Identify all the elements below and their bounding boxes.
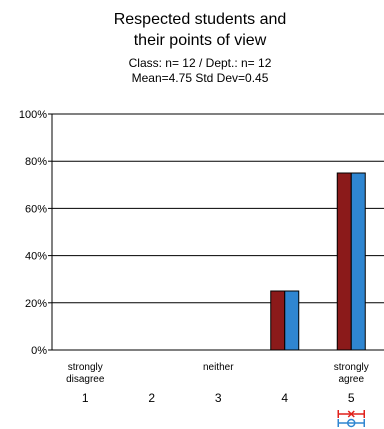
mean-marker — [337, 410, 365, 428]
y-tick-label: 80% — [25, 156, 47, 168]
y-tick-label: 100% — [19, 109, 47, 121]
x-category-text-line: agree — [338, 374, 364, 385]
bar-series1-cat4 — [270, 290, 286, 351]
y-tick-label: 40% — [25, 251, 47, 263]
x-category-text-line: strongly — [334, 362, 369, 373]
bar-series2-cat4 — [284, 290, 300, 351]
bar-series1-cat5 — [336, 172, 352, 351]
x-category-text: strongly agree — [334, 362, 369, 385]
bars — [270, 172, 366, 351]
x-category-number: 1 — [82, 391, 89, 405]
x-category-number: 4 — [281, 391, 288, 405]
chart-title: Respected students and their points of vi… — [114, 11, 287, 49]
bar-series2-cat5 — [350, 172, 366, 351]
x-category-text-line: disagree — [66, 374, 105, 385]
gridlines — [52, 113, 384, 304]
y-axis-ticks: 0% 20% 40% 60% 80% 100% — [19, 109, 52, 357]
x-category-number: 2 — [148, 391, 155, 405]
mean-mark-dept — [347, 418, 356, 428]
y-tick-label: 0% — [31, 345, 47, 357]
chart-subtitle-line: Class: n= 12 / Dept.: n= 12 — [129, 56, 272, 70]
chart-title-line: Respected students and — [114, 11, 287, 28]
chart-title-line: their points of view — [134, 32, 267, 49]
mean-mark-class — [347, 410, 355, 418]
x-category-text: strongly disagree — [66, 362, 105, 385]
axes — [51, 114, 384, 351]
y-tick-label: 20% — [25, 298, 47, 310]
x-category-text: neither — [203, 362, 234, 373]
x-category-number: 5 — [348, 391, 355, 405]
chart-subtitle-line: Mean=4.75 Std Dev=0.45 — [132, 71, 269, 85]
x-category-text-line: strongly — [68, 362, 103, 373]
y-tick-label: 60% — [25, 203, 47, 215]
x-category-number: 3 — [215, 391, 222, 405]
